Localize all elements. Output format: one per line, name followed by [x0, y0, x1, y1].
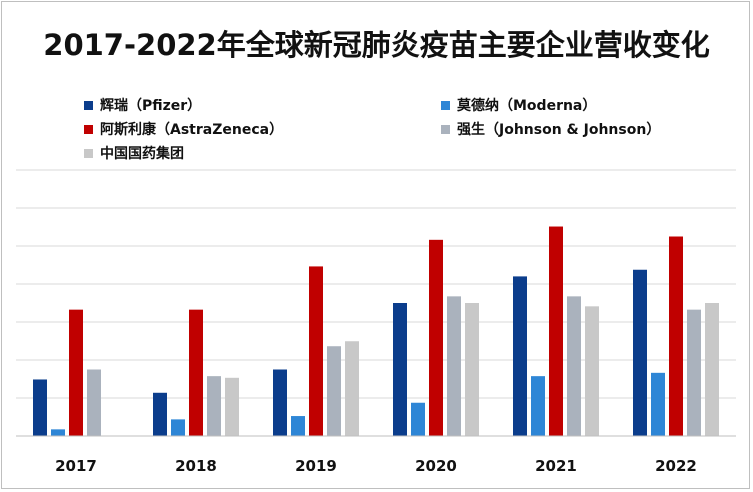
- bar-2022-series-4: [705, 303, 719, 436]
- bar-2019-series-4: [345, 341, 359, 436]
- legend: 辉瑞（Pfizer） 莫德纳（Moderna） 阿斯利康（AstraZeneca…: [0, 0, 753, 170]
- bar-2018-series-0: [153, 392, 167, 436]
- bar-2020-series-0: [393, 303, 407, 436]
- legend-swatch-sinopharm: [84, 148, 93, 158]
- legend-item-sinopharm: 中国国药集团: [84, 143, 184, 163]
- legend-item-pfizer: 辉瑞（Pfizer）: [84, 95, 201, 115]
- legend-label-sinopharm: 中国国药集团: [100, 146, 184, 162]
- legend-label-moderna: 莫德纳（Moderna）: [457, 98, 597, 114]
- legend-item-moderna: 莫德纳（Moderna）: [441, 95, 596, 115]
- bar-2017-series-1: [51, 429, 65, 436]
- legend-item-jnj: 强生（Johnson & Johnson）: [441, 119, 660, 139]
- legend-label-astrazeneca: 阿斯利康（AstraZeneca）: [100, 122, 284, 138]
- bar-2021-series-1: [531, 376, 545, 436]
- x-tick-label: 2019: [295, 457, 337, 475]
- bar-2018-series-1: [171, 419, 185, 436]
- legend-label-jnj: 强生（Johnson & Johnson）: [457, 122, 661, 138]
- legend-swatch-astrazeneca: [84, 124, 93, 134]
- bar-2021-series-4: [585, 306, 599, 436]
- bar-2020-series-2: [429, 239, 443, 436]
- bar-2019-series-0: [273, 369, 287, 436]
- bar-2018-series-2: [189, 309, 203, 436]
- bar-2017-series-0: [33, 379, 47, 436]
- chart-title: 2017-2022年全球新冠肺炎疫苗主要企业营收变化: [43, 28, 710, 62]
- bar-2019-series-1: [291, 416, 305, 436]
- legend-label-pfizer: 辉瑞（Pfizer）: [100, 98, 202, 114]
- legend-item-astrazeneca: 阿斯利康（AstraZeneca）: [84, 119, 283, 139]
- bar-2022-series-2: [669, 236, 683, 436]
- bar-2021-series-3: [567, 296, 581, 436]
- legend-swatch-pfizer: [84, 100, 93, 110]
- bar-2017-series-2: [69, 309, 83, 436]
- x-tick-label: 2018: [175, 457, 217, 475]
- bar-2020-series-3: [447, 296, 461, 436]
- bar-2020-series-1: [411, 402, 425, 436]
- bar-2019-series-3: [327, 346, 341, 436]
- bar-2018-series-4: [225, 377, 239, 436]
- x-tick-label: 2021: [535, 457, 577, 475]
- legend-swatch-jnj: [441, 124, 450, 134]
- x-tick-label: 2020: [415, 457, 457, 475]
- bar-2021-series-2: [549, 226, 563, 436]
- legend-swatch-moderna: [441, 100, 450, 110]
- bar-2018-series-3: [207, 376, 221, 436]
- bar-2022-series-3: [687, 309, 701, 436]
- x-tick-label: 2017: [55, 457, 97, 475]
- bar-2022-series-1: [651, 372, 665, 436]
- bar-2020-series-4: [465, 303, 479, 436]
- bar-2021-series-0: [513, 276, 527, 436]
- bar-2017-series-3: [87, 369, 101, 436]
- bar-2022-series-0: [633, 269, 647, 436]
- x-tick-label: 2022: [655, 457, 697, 475]
- bar-2019-series-2: [309, 266, 323, 436]
